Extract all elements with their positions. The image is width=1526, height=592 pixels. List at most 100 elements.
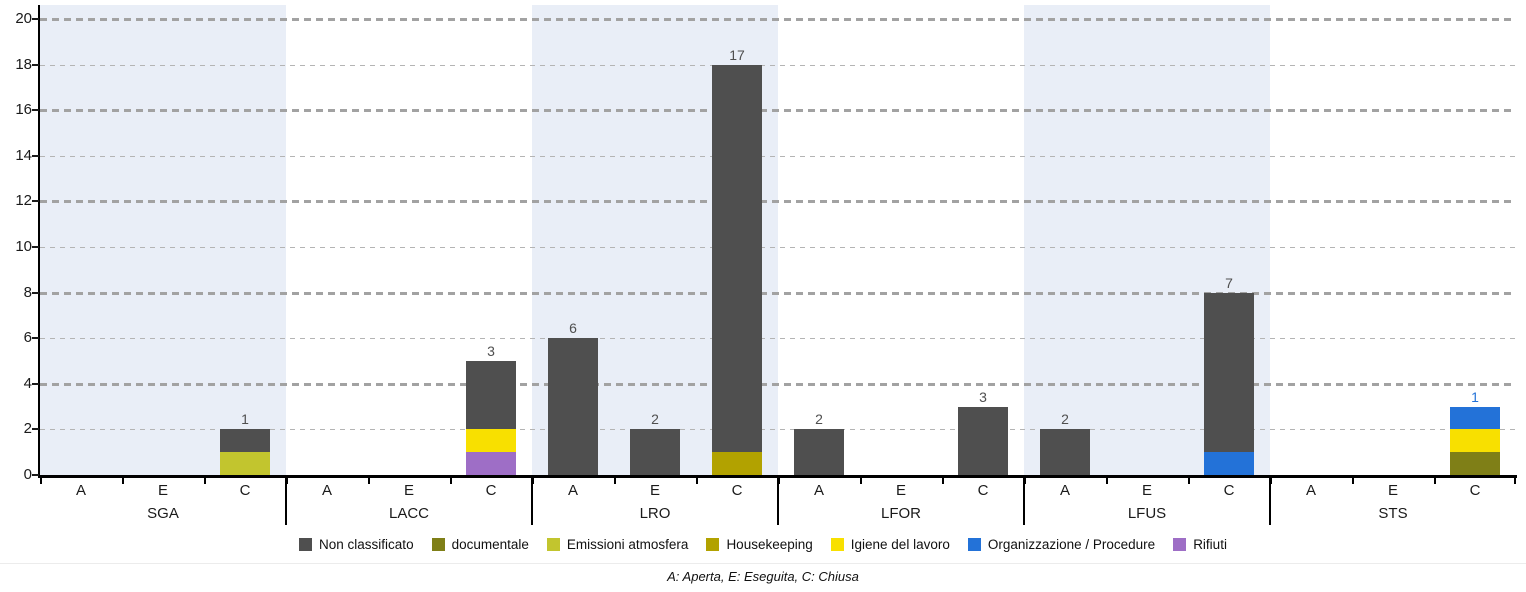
bar-segment-emissioni-atmosfera[interactable] xyxy=(220,452,270,475)
legend-item-organizzazione-procedure[interactable]: Organizzazione / Procedure xyxy=(967,537,1155,552)
status-label-e: E xyxy=(649,482,660,499)
x-axis-tick xyxy=(696,478,698,484)
status-label-a: A xyxy=(567,482,578,499)
y-axis-tick xyxy=(32,18,39,20)
legend-item-igiene-del-lavoro[interactable]: Igiene del lavoro xyxy=(830,537,950,552)
x-axis-tick xyxy=(1352,478,1354,484)
x-axis-tick xyxy=(450,478,452,484)
x-axis-tick xyxy=(1514,478,1516,484)
x-axis-tick xyxy=(286,478,288,484)
y-axis-tick xyxy=(32,63,39,66)
status-label-e: E xyxy=(1141,482,1152,499)
bar-segment-non-classificato[interactable] xyxy=(548,338,598,475)
y-axis-tick xyxy=(32,382,39,385)
x-axis-tick xyxy=(1434,478,1436,484)
status-label-e: E xyxy=(403,482,414,499)
bar-segment-non-classificato[interactable] xyxy=(220,429,270,453)
status-label-c: C xyxy=(1469,482,1481,499)
group-band-sga xyxy=(40,5,286,475)
legend-item-label: Emissioni atmosfera xyxy=(566,537,689,552)
status-label-e: E xyxy=(895,482,906,499)
bar-segment-organizzazione-procedure[interactable] xyxy=(1450,406,1500,430)
segment-value-label: 1 xyxy=(241,411,249,428)
bar-segment-housekeeping[interactable] xyxy=(712,452,762,475)
legend-item-label: Igiene del lavoro xyxy=(850,537,950,552)
bar-segment-non-classificato[interactable] xyxy=(1040,429,1090,475)
segment-value-label: 3 xyxy=(979,388,987,405)
segment-value-label: 2 xyxy=(815,411,823,428)
legend-item-emissioni-atmosfera[interactable]: Emissioni atmosfera xyxy=(546,537,689,552)
y-axis-tick xyxy=(32,200,39,203)
legend-item-non-classificato[interactable]: Non classificato xyxy=(299,537,414,552)
status-footnote: A: Aperta, E: Eseguita, C: Chiusa xyxy=(667,569,859,584)
group-separator xyxy=(531,478,533,525)
x-axis-tick xyxy=(1024,478,1026,484)
y-axis-tick-label: 14 xyxy=(15,146,32,164)
legend-item-rifiuti[interactable]: Rifiuti xyxy=(1173,537,1227,552)
x-axis-tick xyxy=(860,478,862,484)
status-label-c: C xyxy=(731,482,743,499)
y-axis-tick xyxy=(32,474,39,476)
segment-value-label: 7 xyxy=(1225,274,1233,291)
legend-item-housekeeping[interactable]: Housekeeping xyxy=(706,537,813,552)
legend-swatch-icon xyxy=(1173,538,1187,551)
segment-value-label: 3 xyxy=(487,343,495,359)
segment-value-label: 17 xyxy=(729,46,745,63)
bar-segment-igiene-del-lavoro[interactable] xyxy=(466,429,516,453)
y-axis-tick xyxy=(32,291,39,294)
legend-item-label: documentale xyxy=(451,537,529,552)
x-axis-tick xyxy=(532,478,534,484)
group-label-lfor: LFOR xyxy=(880,505,921,522)
bar-segment-non-classificato[interactable] xyxy=(794,429,844,475)
y-axis-tick xyxy=(32,109,39,112)
x-axis-line xyxy=(38,475,1517,478)
x-axis-tick xyxy=(942,478,944,484)
bar-segment-non-classificato[interactable] xyxy=(466,361,516,430)
group-label-sts: STS xyxy=(1378,505,1408,522)
bar-segment-non-classificato[interactable] xyxy=(958,406,1008,475)
legend-swatch-icon xyxy=(830,538,844,551)
status-label-a: A xyxy=(75,482,86,499)
bar-segment-non-classificato[interactable] xyxy=(630,429,680,475)
group-separator xyxy=(1269,478,1271,525)
legend-swatch-icon xyxy=(546,538,560,551)
segment-value-label: 2 xyxy=(1061,411,1069,428)
status-label-e: E xyxy=(157,482,168,499)
y-axis-tick xyxy=(32,428,39,431)
status-label-a: A xyxy=(813,482,824,499)
segment-value-label: 6 xyxy=(569,320,577,337)
status-label-c: C xyxy=(239,482,251,499)
x-axis-tick xyxy=(40,478,42,484)
x-axis-tick xyxy=(368,478,370,484)
group-separator xyxy=(285,478,287,525)
y-axis-tick-label: 2 xyxy=(23,420,32,438)
segment-value-label: 1 xyxy=(1471,388,1479,405)
group-separator xyxy=(1023,478,1025,525)
y-axis-tick-label: 8 xyxy=(23,283,32,301)
legend-item-label: Housekeeping xyxy=(726,537,813,552)
legend-item-label: Rifiuti xyxy=(1193,537,1227,552)
bar-segment-organizzazione-procedure[interactable] xyxy=(1204,452,1254,475)
status-label-a: A xyxy=(321,482,332,499)
bar-segment-rifiuti[interactable] xyxy=(466,452,516,475)
x-axis-tick xyxy=(778,478,780,484)
legend-item-documentale[interactable]: documentale xyxy=(431,537,529,552)
x-axis-tick xyxy=(1188,478,1190,484)
group-label-lacc: LACC xyxy=(388,505,429,522)
legend-swatch-icon xyxy=(299,538,313,551)
bar-segment-documentale[interactable] xyxy=(1450,452,1500,475)
y-axis-tick-label: 18 xyxy=(15,55,32,73)
bar-segment-non-classificato[interactable] xyxy=(712,64,762,453)
y-axis-tick xyxy=(32,246,39,248)
segment-value-label: 2 xyxy=(651,411,659,428)
group-label-sga: SGA xyxy=(147,505,179,522)
status-label-a: A xyxy=(1059,482,1070,499)
x-axis-tick xyxy=(204,478,206,484)
legend-swatch-icon xyxy=(967,538,981,551)
y-axis-tick-label: 4 xyxy=(23,374,32,392)
status-label-c: C xyxy=(485,482,497,499)
bar-segment-igiene-del-lavoro[interactable] xyxy=(1450,429,1500,453)
status-label-c: C xyxy=(977,482,989,499)
bar-segment-non-classificato[interactable] xyxy=(1204,292,1254,453)
